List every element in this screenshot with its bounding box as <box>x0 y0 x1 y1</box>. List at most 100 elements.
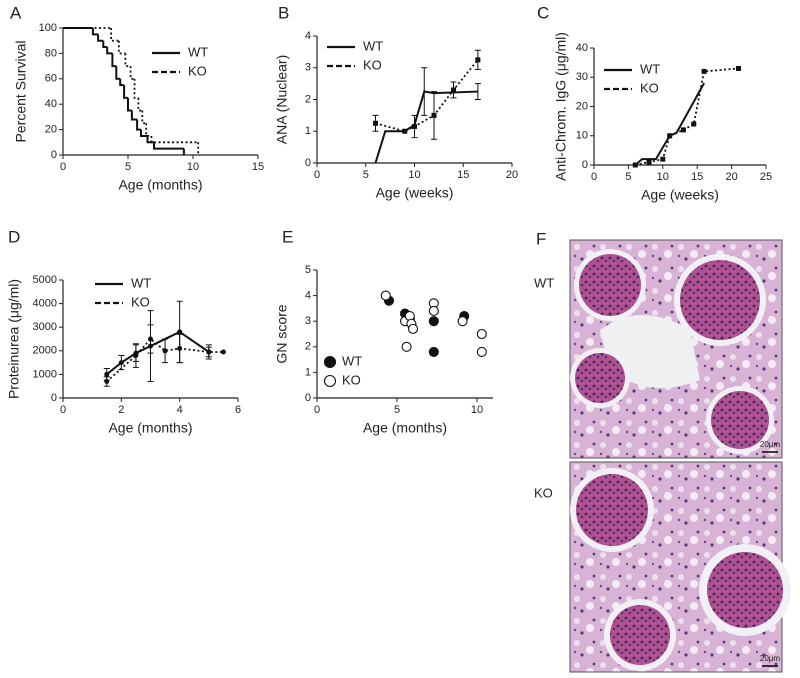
error-bar <box>421 67 428 116</box>
marker <box>735 65 741 71</box>
marker <box>691 121 697 127</box>
marker <box>412 123 417 129</box>
x-tick-label: 0 <box>60 404 66 416</box>
error-bar <box>474 83 481 100</box>
survival-step <box>127 97 132 112</box>
x-tick-label: 5 <box>394 404 400 416</box>
survival-step <box>111 53 117 68</box>
y-tick-label: 0 <box>51 392 57 404</box>
y-tick-label: 20 <box>45 124 57 136</box>
survival-step <box>150 135 199 144</box>
x-axis-label: Age (months) <box>108 420 192 436</box>
legend-label: KO <box>640 80 659 95</box>
y-tick-label: 3 <box>305 62 311 74</box>
chart-panel: D 0 2 4 6 0 1000 2000 3000 4000 5000 Age (months) Pr… <box>6 227 241 435</box>
marker <box>206 349 212 355</box>
x-tick-label: 6 <box>235 404 241 416</box>
panel-label: A <box>10 3 22 22</box>
y-tick-label: 2 <box>305 93 311 105</box>
marker <box>104 371 110 377</box>
legend-label: WT <box>342 353 362 368</box>
survival-step <box>115 66 121 80</box>
panel-label: C <box>537 3 549 22</box>
marker <box>220 349 226 355</box>
survival-step <box>91 28 99 36</box>
survival-step <box>153 142 184 150</box>
scatter-point <box>428 346 439 357</box>
x-axis-label: Age (months) <box>118 177 202 193</box>
y-tick-label: 3 <box>305 315 311 327</box>
survival-step <box>145 123 152 137</box>
marker <box>177 329 183 335</box>
y-tick-label: 5000 <box>33 274 57 286</box>
survival-step <box>137 97 143 112</box>
survival-step <box>102 40 108 49</box>
marker <box>660 156 666 162</box>
marker <box>118 360 124 366</box>
scatter-point <box>476 328 487 340</box>
scatter-point <box>457 316 468 327</box>
marker <box>701 68 707 74</box>
marker <box>680 127 686 133</box>
legend-label: KO <box>188 63 207 78</box>
x-tick-label: 5 <box>363 169 369 181</box>
marker <box>104 378 110 384</box>
marker <box>402 128 408 134</box>
x-tick-label: 10 <box>408 169 420 181</box>
marker <box>646 159 652 165</box>
survival-step <box>130 110 138 121</box>
x-axis-label: Age (weeks) <box>641 187 719 203</box>
scatter-point <box>407 323 419 334</box>
x-tick-label: 5 <box>625 171 631 183</box>
y-axis-label: Percent Survival <box>13 41 29 143</box>
legend-label: WT <box>188 44 208 59</box>
y-tick-label: 5 <box>305 264 311 276</box>
panel-label: F <box>536 229 546 248</box>
y-tick-label: 2000 <box>33 345 57 357</box>
legend-marker <box>323 374 337 388</box>
y-tick-label: 10 <box>576 130 588 142</box>
marker <box>133 353 139 359</box>
scatter-point <box>428 316 439 327</box>
y-axis-label: GN score <box>274 304 290 363</box>
y-tick-label: 1000 <box>33 368 57 380</box>
survival-step <box>140 129 148 137</box>
series-line <box>375 59 479 133</box>
y-tick-label: 4 <box>305 290 311 302</box>
legend-label: WT <box>640 61 660 76</box>
survival-step <box>123 85 128 99</box>
x-axis-label: Age (weeks) <box>376 185 454 201</box>
x-tick-label: 15 <box>691 171 703 183</box>
panel-label: D <box>8 227 20 246</box>
survival-step <box>106 47 113 55</box>
x-tick-label: 10 <box>187 161 199 173</box>
x-tick-label: 20 <box>725 171 737 183</box>
scale-bar-label: 20μm <box>760 654 781 663</box>
survival-step <box>133 78 139 99</box>
marker <box>451 87 456 93</box>
marker <box>177 345 183 351</box>
legend-marker <box>323 355 337 369</box>
survival-step <box>119 78 125 87</box>
series-line <box>106 330 210 376</box>
image-label: WT <box>534 275 554 290</box>
y-tick-label: 0 <box>582 159 588 171</box>
legend-label: WT <box>131 275 151 290</box>
survival-step <box>124 53 131 67</box>
survival-step <box>129 66 135 80</box>
y-axis-label: Anti-Chrom. IgG (μg/ml) <box>553 32 569 181</box>
chart-panel: A 0 5 10 15 0 20 40 60 80 100 Age (months) Percent S… <box>10 3 264 192</box>
survival-step <box>110 28 119 42</box>
marker <box>373 120 378 126</box>
legend-label: KO <box>131 294 150 309</box>
chart-panel: B 0 5 10 15 20 0 1 2 3 4 Age (weeks) ANA (Nuclear) WT… <box>274 3 518 200</box>
x-tick-label: 10 <box>471 404 483 416</box>
x-tick-label: 10 <box>657 171 669 183</box>
y-tick-label: 4000 <box>33 298 57 310</box>
marker <box>431 112 437 118</box>
x-tick-label: 15 <box>252 161 264 173</box>
series-line <box>634 82 705 166</box>
x-tick-label: 25 <box>760 171 772 183</box>
scale-bar-label: 20μm <box>760 440 781 449</box>
